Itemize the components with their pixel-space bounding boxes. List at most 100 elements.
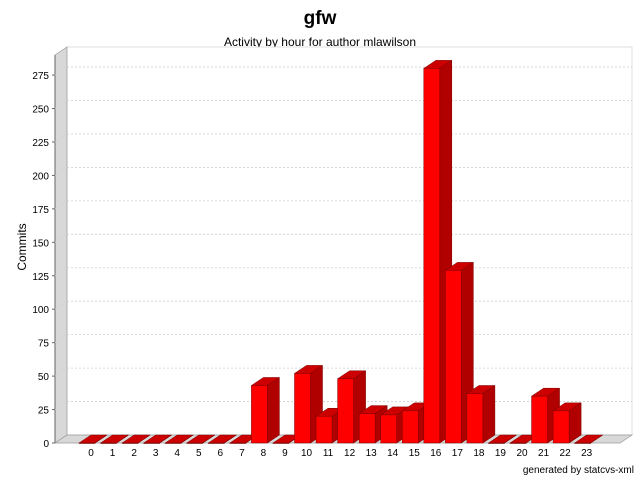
y-tick-label: 125 (32, 272, 49, 283)
bar (466, 385, 496, 444)
bar-front (272, 442, 290, 444)
bar-side (504, 434, 517, 444)
bar (142, 434, 173, 444)
y-tick-label: 75 (38, 339, 50, 350)
bar-side (482, 385, 496, 444)
bar (207, 434, 238, 444)
bar-front (208, 442, 225, 444)
bar (573, 434, 604, 444)
x-tick-label: 2 (131, 448, 137, 459)
bar-front (164, 442, 182, 444)
x-tick-label: 6 (218, 448, 224, 459)
footer-credit: generated by statcvs-xml (522, 465, 634, 476)
grid-line-diag (54, 267, 68, 277)
x-tick-label: 20 (516, 448, 528, 459)
y-tick-label: 225 (32, 138, 49, 149)
bar-front (509, 442, 527, 444)
bars (78, 59, 604, 444)
y-tick-label: 200 (32, 171, 49, 182)
bar (164, 434, 195, 444)
y-tick-label: 50 (38, 372, 50, 383)
grid-lines (54, 66, 632, 410)
y-axis-ticks: 0 25 50 75 100 125 150 175 200 225 250 275 (32, 71, 55, 450)
left-wall (54, 46, 68, 444)
bar-front (402, 410, 419, 444)
bar-front (488, 442, 505, 444)
grid-line-diag (54, 401, 68, 410)
grid-line-diag (54, 133, 68, 143)
grid-line-diag (54, 367, 68, 377)
x-tick-label: 3 (153, 448, 159, 459)
x-tick-label: 21 (538, 448, 550, 459)
x-tick-label: 23 (581, 448, 593, 459)
bar-side (116, 434, 129, 444)
bar-front (466, 393, 484, 444)
y-tick-label: 100 (32, 305, 49, 316)
x-tick-label: 8 (261, 448, 267, 459)
bar (185, 434, 216, 444)
bar-front (380, 414, 397, 444)
bar-front (100, 442, 117, 444)
bar-front (574, 442, 591, 444)
bar (121, 434, 151, 444)
bar-front (531, 395, 548, 444)
back-wall (66, 46, 633, 436)
bar (552, 402, 582, 444)
y-tick-label: 0 (43, 439, 49, 450)
x-tick-label: 4 (174, 448, 180, 459)
bar-front (445, 270, 462, 444)
bar-side (590, 434, 603, 444)
bar-front (229, 442, 247, 444)
x-tick-label: 9 (282, 448, 288, 459)
x-tick-label: 15 (409, 448, 421, 459)
grid-line-diag (54, 233, 68, 243)
x-tick-label: 7 (239, 448, 245, 459)
x-tick-label: 14 (387, 448, 399, 459)
x-tick-label: 18 (473, 448, 485, 459)
x-axis-ticks: 0 1 2 3 4 5 6 7 8 9 10 11 12 13 14 15 16 17 18 19 20 21 22 23 (88, 448, 592, 459)
bar-front (121, 442, 139, 444)
bar-side (137, 434, 151, 444)
bar-side (159, 434, 172, 444)
bar-front (78, 442, 96, 444)
y-tick-label: 25 (38, 406, 50, 417)
x-tick-label: 22 (560, 448, 572, 459)
grid-line-diag (54, 100, 68, 109)
y-tick-label: 250 (32, 105, 49, 116)
grid-line-diag (54, 334, 68, 343)
x-tick-label: 0 (88, 448, 94, 459)
y-tick-label: 275 (32, 71, 49, 82)
bar-side (181, 434, 194, 444)
x-tick-label: 12 (344, 448, 356, 459)
bar-side (94, 434, 108, 444)
y-tick-label: 175 (32, 205, 49, 216)
grid-line-diag (54, 200, 68, 210)
bar (99, 434, 130, 444)
bar (293, 364, 324, 444)
x-tick-label: 17 (452, 448, 464, 459)
grid-line-diag (54, 167, 68, 176)
bar (78, 434, 108, 444)
bar-front (294, 373, 311, 444)
bar-front (337, 378, 354, 444)
bar-front (552, 410, 570, 444)
x-tick-label: 19 (495, 448, 507, 459)
bar-front (315, 415, 333, 444)
x-tick-label: 11 (323, 448, 334, 459)
bar-side (224, 434, 237, 444)
bar (358, 405, 388, 444)
bar-front (186, 442, 203, 444)
y-tick-label: 150 (32, 238, 49, 249)
bar-front (423, 68, 441, 444)
bar-front (358, 413, 376, 444)
bar (487, 434, 518, 444)
x-tick-label: 5 (196, 448, 202, 459)
grid-line-diag (54, 66, 68, 76)
chart-subtitle: Activity by hour for author mlawilson (223, 35, 417, 49)
bar-side (202, 434, 215, 444)
bar-side (267, 377, 280, 444)
chart-title: gfw (303, 8, 337, 29)
x-tick-label: 1 (110, 448, 116, 459)
bar-front (251, 385, 268, 444)
